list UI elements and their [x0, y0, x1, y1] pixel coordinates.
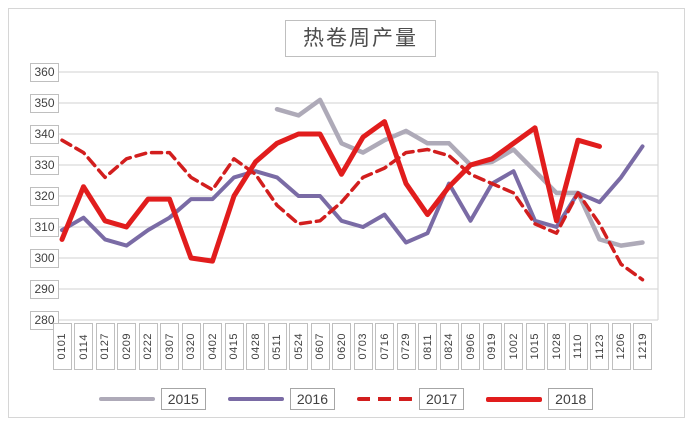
x-axis-label: 0307	[160, 323, 179, 370]
x-axis-label-text: 0127	[99, 333, 111, 360]
x-axis-label: 1015	[525, 323, 545, 370]
x-axis-label-text: 0524	[292, 333, 305, 360]
x-axis-label-text: 0824	[443, 333, 455, 360]
x-axis-label: 0607	[310, 323, 330, 370]
x-axis-label: 0729	[396, 323, 416, 370]
legend: 2015 2016 2017 2018	[0, 387, 692, 411]
x-axis-label-text: 1015	[529, 333, 541, 360]
x-axis-label: 0320	[181, 323, 201, 370]
x-axis-label: 0919	[482, 323, 502, 370]
x-axis-label-text: 0716	[378, 333, 391, 360]
x-axis-label-text: 0607	[314, 333, 326, 360]
x-axis-label: 0101	[52, 323, 72, 370]
x-axis-label: 0222	[138, 323, 158, 370]
x-axis-label: 0127	[95, 323, 115, 370]
chart-title: 热卷周产量	[285, 20, 436, 57]
legend-label-2018: 2018	[548, 388, 594, 410]
x-axis-label: 0524	[289, 323, 308, 370]
x-axis-label-text: 0402	[206, 333, 219, 360]
y-axis-label: 350	[30, 93, 59, 113]
x-axis-label: 1219	[633, 323, 652, 370]
x-axis-label-text: 0222	[142, 333, 154, 360]
x-axis-label: 0824	[439, 323, 459, 370]
y-axis-label: 360	[30, 62, 59, 82]
series-lines	[59, 97, 645, 282]
x-axis-label-text: 1110	[572, 334, 584, 359]
legend-item-2016: 2016	[227, 388, 335, 410]
x-axis-label-text: 1123	[593, 333, 606, 360]
y-axis-label: 340	[30, 124, 59, 144]
x-axis-label-text: 0919	[486, 333, 498, 360]
legend-line-sample-2015	[98, 396, 155, 402]
series-line-2016	[60, 144, 645, 248]
x-axis-label: 1028	[547, 323, 566, 370]
y-axis-label: 310	[30, 217, 59, 237]
series-line-2017	[60, 138, 645, 282]
x-axis-label-text: 1028	[550, 333, 563, 360]
x-axis-label: 0703	[353, 323, 373, 370]
x-axis-label: 0811	[418, 323, 437, 370]
x-axis-label: 0428	[246, 323, 265, 370]
x-axis-label-text: 0511	[271, 333, 283, 360]
series-line-2015	[274, 97, 645, 248]
x-axis-label-text: 0320	[185, 333, 197, 360]
x-axis-label: 0716	[375, 323, 394, 370]
y-axis-label: 320	[30, 186, 59, 206]
legend-label-2017: 2017	[419, 388, 465, 410]
legend-label-2015: 2015	[160, 388, 206, 410]
x-axis-label-text: 0428	[249, 333, 262, 360]
x-axis-label-text: 1002	[507, 333, 520, 360]
y-axis-label: 330	[30, 155, 59, 175]
x-axis-label-text: 0415	[228, 333, 240, 360]
x-axis-label-text: 0811	[421, 333, 434, 360]
x-axis-label: 1002	[504, 323, 523, 370]
x-axis-label-text: 0729	[400, 333, 412, 360]
x-axis-label: 0511	[267, 323, 287, 370]
legend-item-2017: 2017	[357, 388, 465, 410]
x-axis-label: 0620	[332, 323, 351, 370]
y-axis-label: 300	[30, 248, 59, 268]
x-axis-label: 1206	[611, 323, 631, 370]
x-axis-label-text: 0906	[464, 333, 477, 360]
x-axis-label: 1123	[590, 323, 609, 370]
x-axis-label-text: 0703	[357, 333, 369, 360]
legend-item-2018: 2018	[486, 388, 594, 410]
x-axis-label: 1110	[568, 323, 588, 370]
y-axis-label: 280	[30, 310, 59, 330]
x-axis-label: 0209	[117, 323, 136, 370]
x-axis-label-text: 0620	[335, 333, 348, 360]
legend-line-sample-2017	[357, 397, 413, 401]
x-axis-label: 0415	[224, 323, 244, 370]
legend-item-2015: 2015	[98, 388, 206, 410]
x-axis-label-text: 1219	[636, 333, 649, 360]
legend-line-sample-2016	[227, 397, 284, 401]
x-axis-label: 0906	[461, 323, 480, 370]
legend-label-2016: 2016	[289, 388, 335, 410]
x-axis-label: 0114	[74, 323, 93, 370]
x-axis-label-text: 0307	[163, 333, 176, 360]
x-axis-label-text: 0101	[56, 333, 68, 360]
x-axis-label-text: 1206	[615, 333, 627, 360]
gridlines	[57, 71, 659, 321]
y-axis-label: 290	[30, 279, 59, 299]
x-axis-label: 0402	[203, 323, 222, 370]
series-line-2018	[59, 119, 602, 264]
x-axis-label-text: 0114	[77, 333, 90, 360]
x-axis-label-text: 0209	[120, 333, 133, 360]
legend-line-sample-2018	[486, 396, 543, 402]
